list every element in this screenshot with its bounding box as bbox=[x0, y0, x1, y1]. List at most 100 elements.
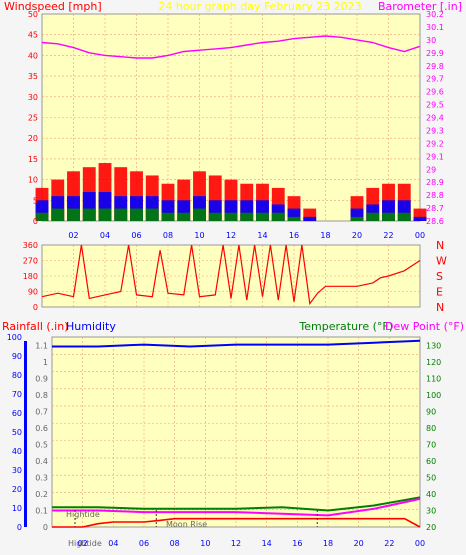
bar-lull bbox=[240, 212, 254, 221]
y2-tick-label: 30 bbox=[426, 36, 436, 45]
y-tick-label: 30 bbox=[28, 93, 38, 102]
x-tick-label: 08 bbox=[163, 231, 173, 240]
windspeed-title: Windspeed [mph] bbox=[4, 0, 102, 13]
bar-lull bbox=[51, 208, 65, 221]
bar-lull bbox=[397, 212, 411, 221]
y-tick-label: 30 bbox=[12, 466, 22, 475]
temperature-line bbox=[52, 496, 421, 512]
x-tick-label: 04 bbox=[108, 539, 118, 548]
y2-tick-label: 29.3 bbox=[426, 126, 444, 135]
temp-tick-label: 90 bbox=[426, 407, 436, 416]
y-tick-label: 60 bbox=[12, 409, 22, 418]
bar-lull bbox=[256, 212, 269, 221]
y-tick-label: 50 bbox=[28, 10, 38, 19]
y-tick-label: 90 bbox=[12, 352, 22, 361]
moonrise-label: Moon Rise bbox=[166, 520, 207, 529]
y-tick-label: 90 bbox=[28, 288, 38, 297]
bar-lull bbox=[366, 212, 380, 221]
rain-tick-label: 0.2 bbox=[35, 490, 48, 499]
y-tick-label: 15 bbox=[28, 155, 38, 164]
x-tick-label: 00 bbox=[415, 231, 425, 240]
rain-tick-label: 1 bbox=[43, 358, 48, 367]
y2-tick-label: 29.4 bbox=[426, 114, 444, 123]
bar-lull bbox=[145, 208, 159, 221]
bar-lull bbox=[177, 212, 191, 221]
x-tick-label: 20 bbox=[352, 231, 362, 240]
y-tick-label: 25 bbox=[28, 114, 38, 123]
temp-tick-label: 20 bbox=[426, 523, 436, 532]
temp-tick-label: 120 bbox=[426, 358, 441, 367]
rain-tick-label: 0.7 bbox=[35, 407, 48, 416]
rain-tick-label: 0.4 bbox=[35, 457, 48, 466]
y-tick-label: 80 bbox=[12, 371, 22, 380]
hightide-label: Hightide bbox=[68, 539, 102, 548]
direction-line bbox=[41, 244, 421, 306]
y-tick-label: 40 bbox=[28, 51, 38, 60]
temperature-title: Temperature (°F) bbox=[298, 320, 393, 333]
x-tick-label: 06 bbox=[139, 539, 149, 548]
temp-tick-label: 50 bbox=[426, 473, 436, 482]
rain-tick-label: 0.9 bbox=[35, 374, 48, 383]
y2-tick-label: 28.7 bbox=[426, 204, 444, 213]
temp-tick-label: 30 bbox=[426, 506, 436, 515]
bar-lull bbox=[193, 208, 206, 221]
y2-tick-label: 29.5 bbox=[426, 101, 444, 110]
y-tick-label: 10 bbox=[28, 176, 38, 185]
barometer-line bbox=[41, 35, 421, 59]
temp-tick-label: 110 bbox=[426, 374, 441, 383]
temp-tick-label: 80 bbox=[426, 424, 436, 433]
x-tick-label: 00 bbox=[415, 539, 425, 548]
y2-tick-label: 28.6 bbox=[426, 217, 444, 226]
wind-panel: 0 5 10 15 20 25 30 35 40 45 50 28.6 28.7 28.8 28.9 29 29… bbox=[28, 10, 444, 240]
x-tick-label: 14 bbox=[257, 231, 267, 240]
x-tick-label: 06 bbox=[131, 231, 141, 240]
x-tick-label: 22 bbox=[383, 231, 393, 240]
rain-tick-label: 0 bbox=[43, 523, 48, 532]
y2-tick-label: 30.2 bbox=[426, 10, 444, 19]
bar-lull bbox=[350, 216, 364, 221]
y2-tick-label: 28.9 bbox=[426, 178, 444, 187]
humidity-line bbox=[52, 339, 421, 348]
rain-tick-label: 0.1 bbox=[35, 506, 48, 515]
bar-wind bbox=[413, 216, 427, 221]
compass-label: N bbox=[436, 301, 444, 314]
x-tick-label: 22 bbox=[384, 539, 394, 548]
y-tick-label: 100 bbox=[7, 333, 22, 342]
temp-tick-label: 130 bbox=[426, 341, 441, 350]
rainfall-title: Rainfall (.in) bbox=[2, 320, 69, 333]
y2-tick-label: 29.8 bbox=[426, 62, 444, 71]
bar-lull bbox=[161, 212, 175, 221]
y-tick-label: 45 bbox=[28, 31, 38, 40]
temp-tick-label: 40 bbox=[426, 490, 436, 499]
x-tick-label: 02 bbox=[78, 539, 88, 548]
bar-lull bbox=[271, 212, 285, 221]
y-tick-label: 70 bbox=[12, 390, 22, 399]
y-tick-label: 35 bbox=[28, 72, 38, 81]
x-tick-label: 10 bbox=[200, 539, 210, 548]
compass-label: W bbox=[436, 255, 447, 268]
y2-tick-label: 29.1 bbox=[426, 152, 444, 161]
bar-lull bbox=[224, 212, 238, 221]
y2-tick-label: 30.1 bbox=[426, 23, 444, 32]
rain-tick-label: 0.3 bbox=[35, 473, 48, 482]
y-tick-label: 0 bbox=[17, 523, 22, 532]
y-tick-label: 20 bbox=[12, 485, 22, 494]
x-tick-label: 12 bbox=[226, 231, 236, 240]
bar-lull bbox=[208, 212, 222, 221]
y-tick-label: 0 bbox=[33, 303, 38, 312]
dewpoint-title: Dew Point (°F) bbox=[385, 320, 464, 333]
compass-label: S bbox=[436, 270, 443, 283]
y2-tick-label: 29 bbox=[426, 165, 436, 174]
x-tick-label: 16 bbox=[292, 539, 302, 548]
bar-lull bbox=[98, 208, 112, 221]
x-tick-label: 18 bbox=[320, 231, 330, 240]
y-tick-label: 10 bbox=[12, 504, 22, 513]
y-tick-label: 360 bbox=[23, 241, 38, 250]
temp-tick-label: 70 bbox=[426, 440, 436, 449]
x-tick-label: 08 bbox=[170, 539, 180, 548]
y2-tick-label: 29.6 bbox=[426, 88, 444, 97]
y2-tick-label: 29.2 bbox=[426, 139, 444, 148]
